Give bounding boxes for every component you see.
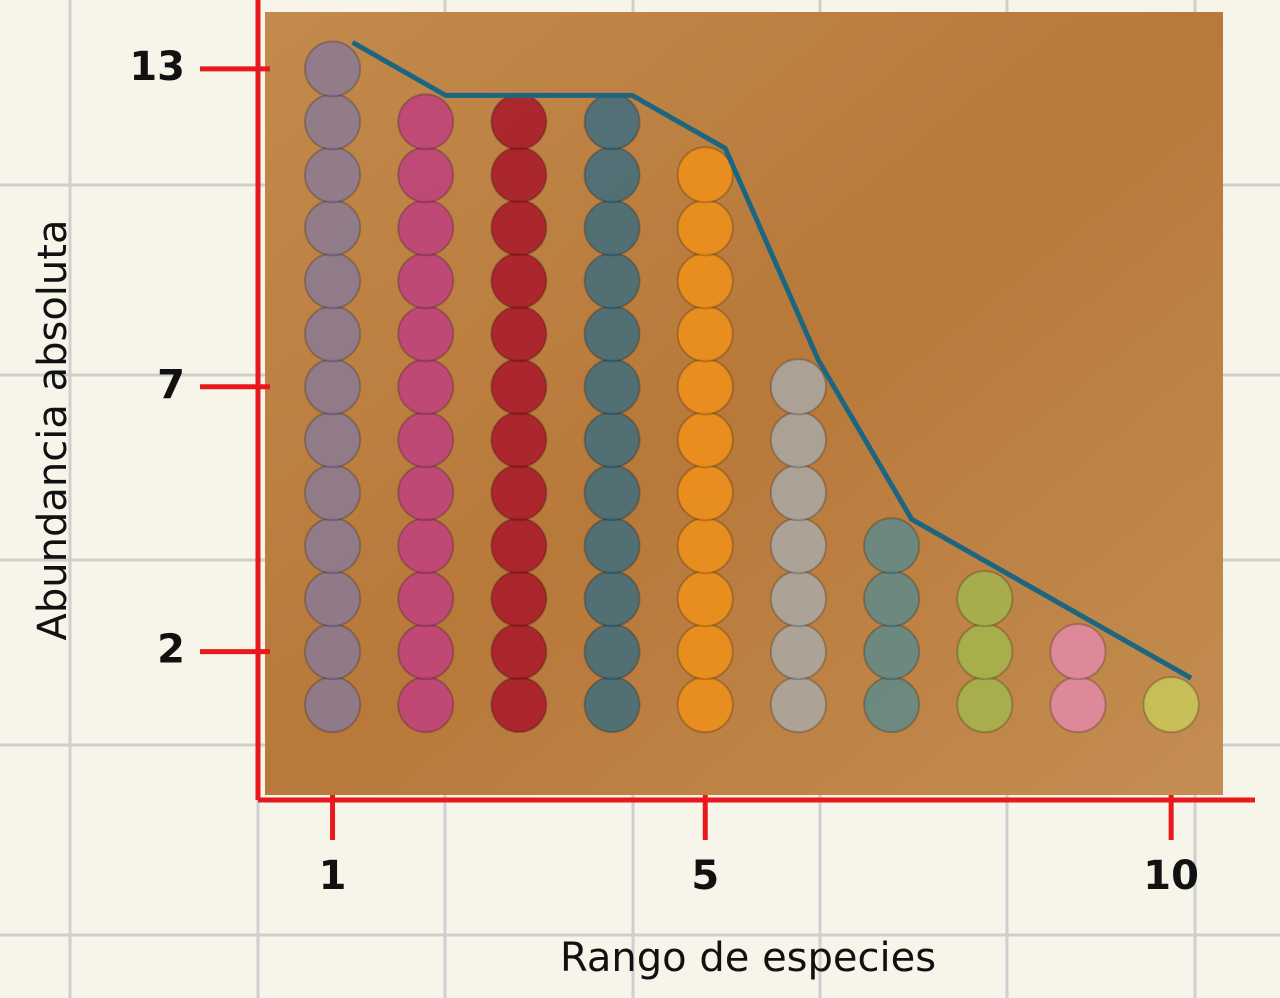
token-stack: [397, 93, 455, 734]
token: [769, 570, 827, 628]
token: [397, 623, 455, 681]
token: [397, 676, 455, 734]
token: [397, 252, 455, 310]
token: [863, 676, 921, 734]
token: [769, 358, 827, 416]
token: [583, 676, 641, 734]
token: [397, 93, 455, 151]
token: [863, 517, 921, 575]
token: [303, 93, 362, 151]
token: [303, 411, 362, 469]
y-tick-label: 2: [157, 627, 185, 673]
token: [397, 464, 455, 522]
token: [583, 252, 641, 310]
token: [956, 676, 1014, 734]
token: [303, 252, 362, 310]
token: [490, 676, 548, 734]
token: [303, 464, 362, 522]
token: [583, 305, 641, 363]
token: [303, 146, 362, 204]
token: [583, 623, 641, 681]
token-stack: [956, 570, 1014, 734]
y-tick-label: 7: [157, 362, 185, 408]
token: [676, 570, 734, 628]
token: [676, 464, 734, 522]
token: [676, 676, 734, 734]
token: [490, 623, 548, 681]
token: [583, 464, 641, 522]
trend-line: [351, 40, 1193, 681]
token: [769, 464, 827, 522]
token: [303, 358, 362, 416]
token: [769, 623, 827, 681]
token: [583, 146, 641, 204]
token: [397, 517, 455, 575]
token: [863, 570, 921, 628]
x-tick-label: 5: [691, 853, 719, 899]
token: [1142, 676, 1200, 734]
token: [490, 464, 548, 522]
x-tick-label: 1: [319, 853, 347, 899]
token: [863, 623, 921, 681]
token-stack: [583, 93, 641, 734]
token: [583, 358, 641, 416]
token: [676, 517, 734, 575]
token: [676, 623, 734, 681]
token: [676, 199, 734, 257]
token: [397, 358, 455, 416]
token: [676, 305, 734, 363]
x-tick-label: 10: [1143, 853, 1199, 899]
token: [397, 411, 455, 469]
token-stack: [303, 40, 362, 734]
token: [303, 40, 362, 98]
token: [303, 570, 362, 628]
token: [956, 570, 1014, 628]
token: [490, 252, 548, 310]
token: [490, 358, 548, 416]
token: [583, 411, 641, 469]
token-stack: [863, 517, 921, 734]
token: [769, 676, 827, 734]
token-stack: [1142, 676, 1200, 734]
token: [956, 623, 1014, 681]
token: [676, 411, 734, 469]
token: [583, 199, 641, 257]
token: [1049, 676, 1107, 734]
token: [769, 411, 827, 469]
token: [303, 199, 362, 257]
token: [583, 570, 641, 628]
token: [676, 146, 734, 204]
token-stack: [769, 358, 827, 734]
token: [676, 358, 734, 416]
token: [303, 623, 362, 681]
token: [490, 411, 548, 469]
token: [303, 676, 362, 734]
token: [1049, 623, 1107, 681]
token: [397, 199, 455, 257]
token: [490, 93, 548, 151]
token-stack: [676, 146, 734, 734]
token: [583, 93, 641, 151]
token: [303, 305, 362, 363]
token: [490, 517, 548, 575]
x-axis-title: Rango de especies: [560, 935, 936, 981]
token: [397, 570, 455, 628]
token: [676, 252, 734, 310]
token: [397, 146, 455, 204]
token: [490, 199, 548, 257]
token: [583, 517, 641, 575]
token-stack: [490, 93, 548, 734]
y-axis-title: Abundancia absoluta: [30, 220, 76, 641]
token: [303, 517, 362, 575]
y-tick-label: 13: [129, 44, 185, 90]
token: [769, 517, 827, 575]
token: [397, 305, 455, 363]
token: [490, 146, 548, 204]
token: [490, 305, 548, 363]
token-stack: [1049, 623, 1107, 734]
token: [490, 570, 548, 628]
